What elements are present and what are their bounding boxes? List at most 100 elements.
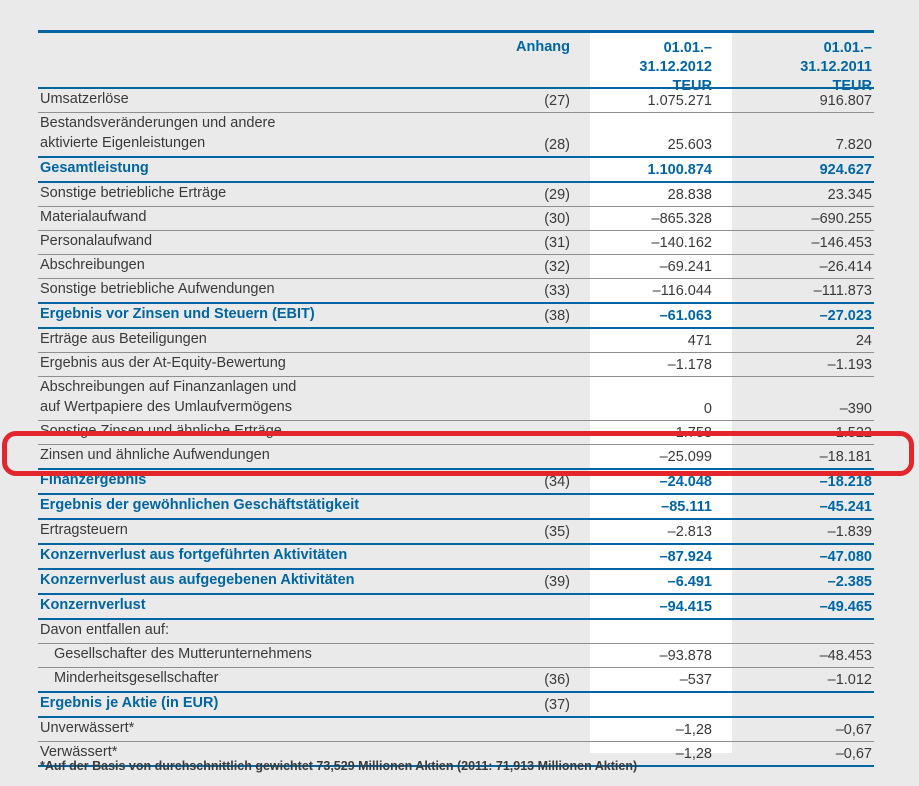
row-value-2012: –25.099: [659, 449, 712, 465]
row-value-2011: –0,67: [835, 746, 872, 762]
row-value-2011: 7.820: [835, 137, 872, 153]
row-value-2011: –45.241: [819, 499, 872, 515]
row-value-2011: –111.873: [813, 283, 872, 299]
row-label: Finanzergebnis: [40, 472, 147, 488]
table-row: Gesamtleistung 1.100.874 924.627: [38, 158, 874, 183]
table-row: Ergebnis aus der At-Equity-Bewertung –1.…: [38, 353, 874, 377]
row-value-2011: –18.218: [819, 474, 872, 490]
row-label: Abschreibungen auf Finanzanlagen und auf…: [40, 379, 297, 415]
table-row: Umsatzerlöse (27) 1.075.271 916.807: [38, 89, 874, 113]
table-row: Ergebnis je Aktie (in EUR) (37): [38, 693, 874, 718]
row-label: Ergebnis der gewöhnlichen Geschäftstätig…: [40, 497, 360, 513]
row-anhang-ref: (28): [544, 137, 570, 153]
row-anhang-ref: (33): [544, 283, 570, 299]
row-value-2012: –2.813: [667, 524, 712, 540]
row-value-2012: –6.491: [667, 574, 712, 590]
income-statement-table: Anhang 01.01.– 31.12.2012 TEUR 01.01.– 3…: [38, 30, 874, 767]
row-value-2012: –69.241: [659, 259, 712, 275]
row-value-2011: –690.255: [811, 211, 872, 227]
row-anhang-ref: (27): [544, 93, 570, 109]
row-value-2011: –1.193: [827, 357, 872, 373]
row-anhang-ref: (31): [544, 235, 570, 251]
table-row: Ergebnis der gewöhnlichen Geschäftstätig…: [38, 495, 874, 520]
row-label: Umsatzerlöse: [40, 91, 129, 107]
table-row: Sonstige betriebliche Erträge (29) 28.83…: [38, 183, 874, 207]
row-label: Abschreibungen: [40, 257, 145, 273]
row-anhang-ref: (37): [544, 697, 570, 713]
row-value-2012: –537: [679, 672, 712, 688]
row-value-2012: –1,28: [675, 746, 712, 762]
row-anhang-ref: (38): [544, 308, 570, 324]
row-value-2012: 471: [687, 333, 712, 349]
row-value-2011: –18.181: [819, 449, 872, 465]
row-label: Ergebnis vor Zinsen und Steuern (EBIT): [40, 306, 315, 322]
table-row: Sonstige Zinsen und ähnliche Erträge 1.7…: [38, 421, 874, 445]
row-anhang-ref: (30): [544, 211, 570, 227]
row-value-2012: 1.100.874: [647, 162, 712, 178]
row-value-2012: –87.924: [659, 549, 712, 565]
row-anhang-ref: (35): [544, 524, 570, 540]
table-row: Zinsen und ähnliche Aufwendungen –25.099…: [38, 445, 874, 470]
row-label: Ergebnis aus der At-Equity-Bewertung: [40, 355, 286, 371]
row-anhang-ref: (34): [544, 474, 570, 490]
column-highlight-2012: [590, 30, 732, 753]
table-row: Abschreibungen (32) –69.241 –26.414: [38, 255, 874, 279]
row-label: Materialaufwand: [40, 209, 147, 225]
row-value-2012: 0: [703, 401, 712, 417]
row-value-2012: –85.111: [661, 499, 712, 515]
row-value-2012: –865.328: [651, 211, 712, 227]
row-label: Gesellschafter des Mutterunternehmens: [54, 646, 312, 662]
table-row: Ergebnis vor Zinsen und Steuern (EBIT) (…: [38, 304, 874, 329]
table-row: Davon entfallen auf:: [38, 620, 874, 644]
row-value-2012: –116.044: [652, 283, 712, 299]
row-value-2012: 1.758: [675, 425, 712, 441]
row-anhang-ref: (36): [544, 672, 570, 688]
column-header-2012: 01.01.– 31.12.2012 TEUR: [639, 40, 712, 94]
table-row: Finanzergebnis (34) –24.048 –18.218: [38, 470, 874, 495]
row-label: Konzernverlust aus fortgeführten Aktivit…: [40, 547, 348, 563]
table-row: Materialaufwand (30) –865.328 –690.255: [38, 207, 874, 231]
row-value-2011: –26.414: [819, 259, 872, 275]
row-label: Ergebnis je Aktie (in EUR): [40, 695, 219, 711]
table-row: Abschreibungen auf Finanzanlagen und auf…: [38, 377, 874, 421]
row-label: Minderheitsgesellschafter: [54, 670, 219, 686]
row-label: Personalaufwand: [40, 233, 153, 249]
row-value-2011: 924.627: [819, 162, 872, 178]
row-label: Konzernverlust aus aufgegebenen Aktivitä…: [40, 572, 355, 588]
row-anhang-ref: (39): [544, 574, 570, 590]
row-value-2011: 23.345: [827, 187, 872, 203]
row-value-2011: –146.453: [811, 235, 872, 251]
row-value-2012: –1,28: [675, 722, 712, 738]
row-label: Erträge aus Beteiligungen: [40, 331, 207, 347]
table-row: Personalaufwand (31) –140.162 –146.453: [38, 231, 874, 255]
row-value-2011: –27.023: [819, 308, 872, 324]
row-value-2012: 25.603: [667, 137, 712, 153]
row-value-2011: –48.453: [819, 648, 872, 664]
column-header-anhang: Anhang: [516, 39, 570, 55]
row-label: Sonstige betriebliche Erträge: [40, 185, 227, 201]
table-row: Konzernverlust aus fortgeführten Aktivit…: [38, 545, 874, 570]
row-anhang-ref: (29): [544, 187, 570, 203]
row-label: Sonstige Zinsen und ähnliche Erträge: [40, 423, 282, 439]
row-label: Sonstige betriebliche Aufwendungen: [40, 281, 275, 297]
row-value-2011: 1.522: [835, 425, 872, 441]
table-row: Sonstige betriebliche Aufwendungen (33) …: [38, 279, 874, 304]
row-label: Konzernverlust: [40, 597, 146, 613]
row-label: Davon entfallen auf:: [40, 622, 169, 638]
table-header-row: Anhang 01.01.– 31.12.2012 TEUR 01.01.– 3…: [38, 33, 874, 94]
row-anhang-ref: (32): [544, 259, 570, 275]
row-value-2012: –93.878: [659, 648, 712, 664]
table-row: Konzernverlust –94.415 –49.465: [38, 595, 874, 620]
row-value-2012: –140.162: [651, 235, 712, 251]
row-value-2011: –1.839: [827, 524, 872, 540]
row-value-2011: –1.012: [827, 672, 872, 688]
row-value-2011: 24: [855, 333, 872, 349]
row-value-2011: –49.465: [819, 599, 872, 615]
table-row: Gesellschafter des Mutterunternehmens –9…: [38, 644, 874, 668]
row-value-2011: –0,67: [835, 722, 872, 738]
row-value-2012: 28.838: [667, 187, 712, 203]
table-row: Verwässert* –1,28 –0,67: [38, 742, 874, 767]
row-value-2011: –47.080: [819, 549, 872, 565]
row-value-2012: 1.075.271: [647, 93, 712, 109]
table-row: Bestandsveränderungen und andere aktivie…: [38, 113, 874, 158]
